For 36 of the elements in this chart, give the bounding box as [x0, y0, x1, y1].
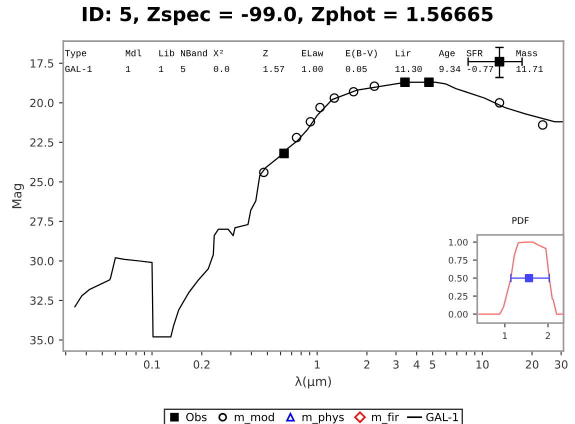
chart-title: ID: 5, Zspec = -99.0, Zphot = 1.56665 [82, 6, 493, 26]
x-tick-label: 10 [476, 360, 489, 369]
x-tick-label: 2 [546, 332, 550, 339]
legend-label: m_phys [302, 412, 344, 424]
x-tick-label: 0.1 [144, 360, 160, 369]
x-tick-label: 3 [393, 360, 399, 369]
legend-label: m_fir [372, 412, 399, 424]
x-tick-label: 1 [502, 332, 507, 339]
y-tick-label: 22.5 [30, 138, 54, 147]
legend-label: m_mod [234, 412, 274, 424]
y-tick-label: 20.0 [30, 98, 54, 108]
chart-title: PDF [512, 217, 529, 224]
y-axis-title: Mag [12, 184, 24, 208]
y-tick-label: 0.50 [448, 274, 468, 282]
y-tick-label: 1.00 [449, 238, 468, 246]
y-tick-label: 25.0 [30, 178, 54, 186]
x-tick-label: 5 [430, 360, 436, 369]
legend-label: Obs [186, 412, 207, 422]
y-tick-label: 27.5 [30, 217, 54, 226]
annotation: GAL-1 1 1 5 0.0 1.57 1.00 0.05 11.30 9.34 -0.77 11.71 [65, 66, 543, 72]
x-tick-label: 2 [364, 360, 370, 369]
y-tick-label: 17.5 [30, 59, 54, 68]
x-tick-label: 20 [526, 360, 538, 369]
y-tick-label: 0.25 [448, 292, 468, 300]
legend-label: GAL-1 [426, 412, 458, 422]
x-tick-label: 0.2 [194, 360, 210, 369]
y-tick-label: 35.0 [30, 336, 54, 344]
x-tick-label: 4 [414, 360, 420, 369]
y-tick-label: 32.5 [30, 296, 54, 305]
x-axis-title: λ(μm) [295, 376, 331, 389]
y-tick-label: 30.0 [30, 256, 54, 266]
x-tick-label: 30 [554, 360, 568, 369]
y-tick-label: 0.75 [448, 256, 468, 264]
x-tick-label: 1 [314, 360, 320, 369]
annotation: Type Mdl Lib NBand X² Z ELaw E(B-V) Lir Age SFR Mass [65, 50, 538, 58]
y-tick-label: 0.00 [448, 310, 468, 318]
